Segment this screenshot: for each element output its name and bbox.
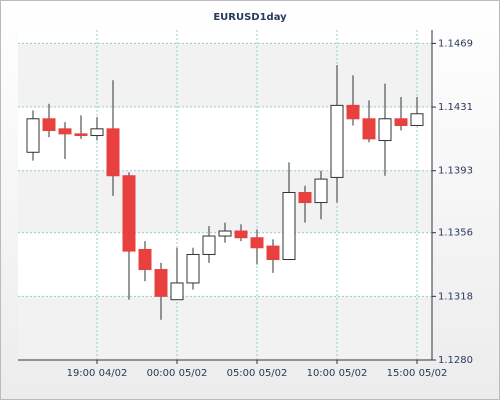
candle-body bbox=[394, 118, 408, 126]
candle-body bbox=[314, 178, 328, 204]
candle-body bbox=[42, 118, 56, 132]
candle-body bbox=[138, 248, 152, 271]
candle-body bbox=[298, 191, 312, 204]
candle-body bbox=[250, 237, 264, 249]
y-tick-label: 1.1431 bbox=[438, 102, 473, 113]
chart-title: EURUSD1day bbox=[213, 12, 287, 23]
candle-body bbox=[202, 235, 216, 255]
band bbox=[18, 170, 432, 233]
candle-body bbox=[154, 269, 168, 297]
candle-body bbox=[218, 230, 232, 237]
candle-body bbox=[26, 118, 40, 153]
band bbox=[18, 296, 432, 360]
x-tick-label: 00:00 05/02 bbox=[147, 368, 208, 379]
candle-body bbox=[282, 191, 296, 260]
y-tick-label: 1.1318 bbox=[438, 291, 473, 302]
x-tick-label: 10:00 05/02 bbox=[307, 368, 368, 379]
candle-body bbox=[378, 118, 392, 142]
candle-body bbox=[186, 253, 200, 284]
candle-body bbox=[74, 133, 88, 137]
candle-body bbox=[106, 128, 120, 177]
candle-body bbox=[122, 175, 136, 252]
candle-body bbox=[266, 245, 280, 260]
candle-body bbox=[346, 104, 360, 120]
x-tick-label: 15:00 05/02 bbox=[387, 368, 448, 379]
candle-body bbox=[58, 128, 72, 135]
x-tick-label: 05:00 05/02 bbox=[227, 368, 288, 379]
x-tick-label: 19:00 04/02 bbox=[67, 368, 128, 379]
y-tick-label: 1.1469 bbox=[438, 38, 473, 49]
candle-body bbox=[234, 230, 248, 239]
candle-body bbox=[362, 118, 376, 140]
candle-body bbox=[170, 282, 184, 301]
y-tick-label: 1.1356 bbox=[438, 228, 473, 239]
y-tick-label: 1.1280 bbox=[438, 355, 473, 366]
candle-body bbox=[90, 128, 104, 137]
candle-body bbox=[330, 104, 344, 178]
y-tick-label: 1.1393 bbox=[438, 166, 473, 177]
band bbox=[18, 43, 432, 108]
candle-body bbox=[410, 113, 424, 126]
